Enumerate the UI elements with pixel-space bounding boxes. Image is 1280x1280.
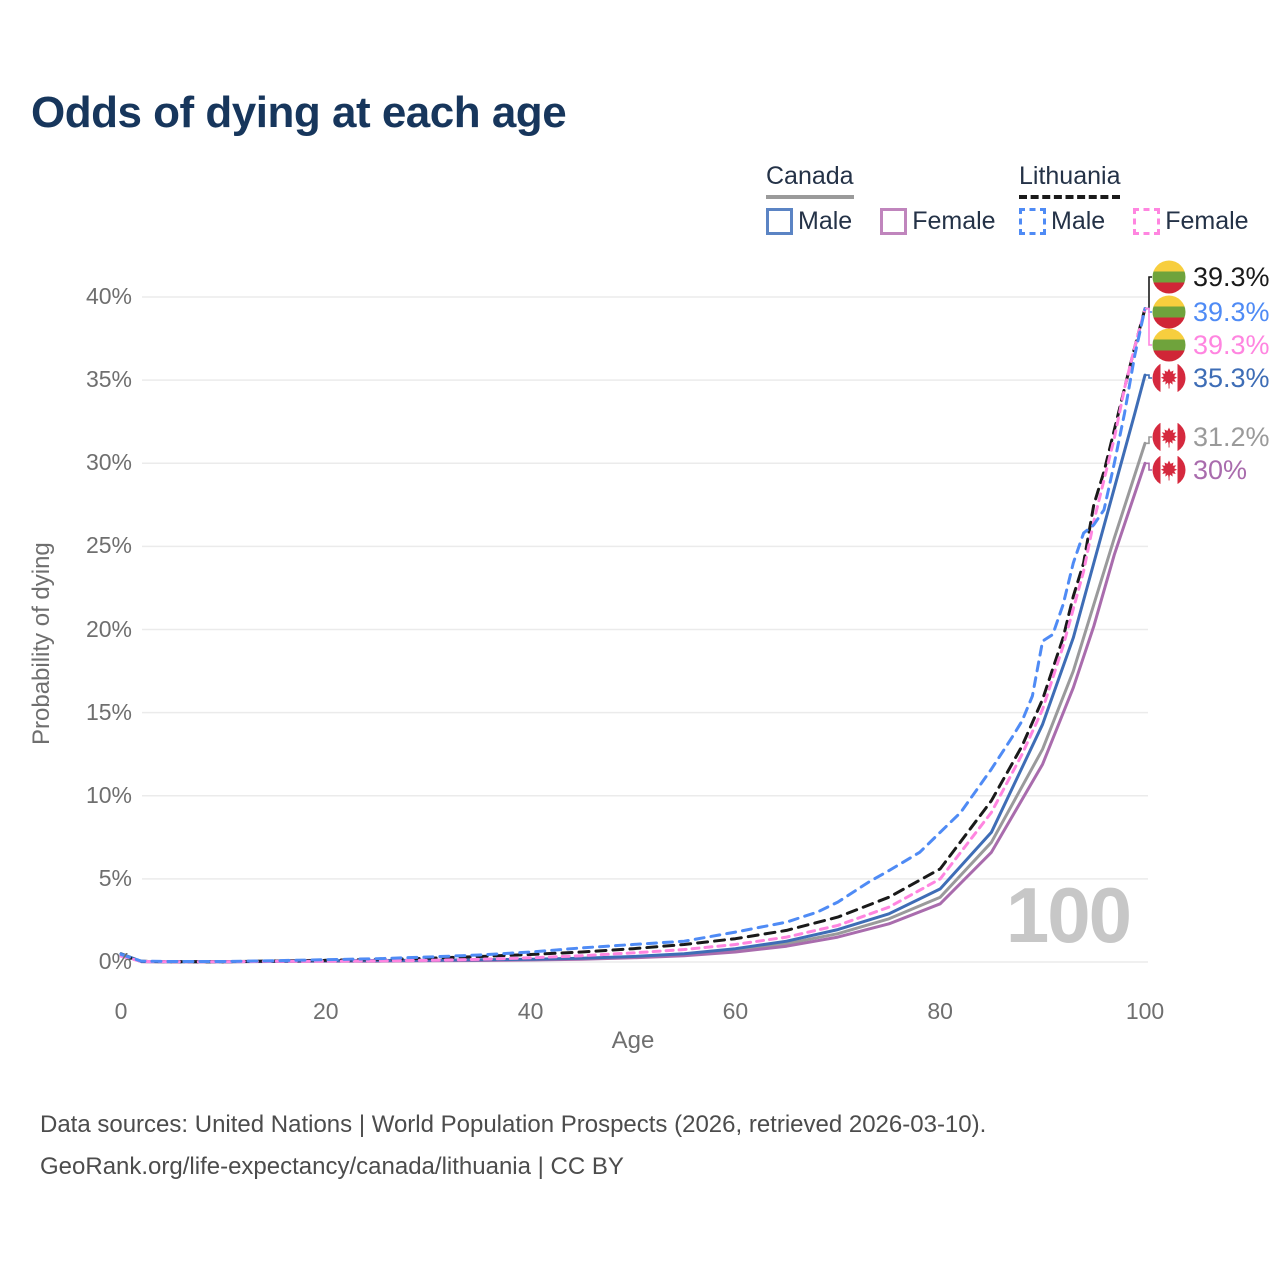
end-label-lithuania-total: 39.3%: [1152, 260, 1270, 294]
end-label-canada-total: 31.2%: [1152, 420, 1270, 454]
legend-item-label: Female: [912, 207, 996, 235]
footer-attribution: GeoRank.org/life-expectancy/canada/lithu…: [40, 1153, 624, 1180]
canada-flag-icon: [1152, 453, 1186, 487]
end-label-value: 39.3%: [1193, 296, 1270, 327]
legend-item-label: Female: [1165, 207, 1249, 235]
canada-female-swatch-icon: [880, 208, 908, 235]
y-axis-title: Probability of dying: [28, 542, 55, 745]
y-tick-label: 30%: [85, 449, 132, 476]
legend-item-canada-male[interactable]: Male: [766, 207, 852, 236]
lithuania-female-swatch-icon: [1133, 208, 1161, 235]
x-axis-title: Age: [611, 1027, 655, 1054]
x-tick-label: 60: [722, 998, 749, 1024]
end-label-value: 30%: [1193, 454, 1248, 485]
y-tick-label: 35%: [85, 366, 132, 393]
canada-flag-icon: [1152, 361, 1186, 395]
legend-item-lithuania-male[interactable]: Male: [1019, 207, 1105, 236]
y-tick-label: 40%: [85, 283, 132, 309]
series-line-lithuania-total[interactable]: [119, 307, 1147, 964]
legend-title-canada: Canada: [766, 162, 854, 199]
end-label-value: 31.2%: [1193, 421, 1270, 452]
legend-item-lithuania-female[interactable]: Female: [1133, 207, 1249, 236]
lithuania-flag-icon: [1152, 328, 1186, 362]
legend-item-canada-female[interactable]: Female: [880, 207, 996, 236]
age-watermark: 100: [1005, 871, 1132, 959]
footer: Data sources: United Nations | World Pop…: [40, 1104, 986, 1188]
legend-item-label: Male: [798, 207, 853, 235]
legend-group-canada: Canada Male Female: [766, 162, 996, 236]
y-tick-label: 15%: [85, 698, 132, 725]
end-label-canada-female: 30%: [1152, 453, 1247, 487]
legend-group-lithuania: Lithuania Male Female: [1019, 162, 1249, 236]
page-title: Odds of dying at each age: [31, 88, 567, 137]
lithuania-male-swatch-icon: [1019, 208, 1046, 235]
series-line-lithuania-male[interactable]: [119, 307, 1147, 963]
legend-title-lithuania: Lithuania: [1019, 162, 1121, 199]
footer-data-sources: Data sources: United Nations | World Pop…: [40, 1111, 987, 1138]
x-tick-label: 20: [313, 998, 339, 1024]
end-label-lithuania-female: 39.3%: [1152, 328, 1270, 362]
lithuania-flag-icon: [1152, 260, 1186, 294]
x-tick-label: 0: [114, 998, 128, 1024]
canada-male-swatch-icon: [766, 208, 793, 235]
y-tick-label: 10%: [85, 781, 132, 808]
x-tick-label: 80: [927, 998, 953, 1024]
lithuania-flag-icon: [1152, 295, 1186, 329]
canada-flag-icon: [1152, 420, 1186, 454]
series-line-canada-total[interactable]: [119, 441, 1147, 964]
end-label-value: 39.3%: [1193, 329, 1270, 360]
x-tick-label: 100: [1125, 998, 1165, 1024]
y-tick-label: 25%: [85, 532, 132, 559]
end-label-value: 35.3%: [1193, 362, 1270, 393]
series-line-lithuania-female[interactable]: [119, 307, 1147, 964]
legend-item-label: Male: [1051, 207, 1106, 235]
end-label-lithuania-male: 39.3%: [1152, 295, 1270, 329]
y-tick-label: 0%: [98, 948, 132, 974]
end-label-canada-male: 35.3%: [1152, 361, 1270, 395]
x-tick-label: 40: [517, 998, 544, 1024]
legend-items-canada: Male Female: [766, 207, 996, 236]
y-tick-label: 5%: [98, 864, 132, 891]
end-label-value: 39.3%: [1193, 261, 1270, 292]
y-tick-label: 20%: [85, 615, 132, 642]
legend-items-lithuania: Male Female: [1019, 207, 1249, 236]
